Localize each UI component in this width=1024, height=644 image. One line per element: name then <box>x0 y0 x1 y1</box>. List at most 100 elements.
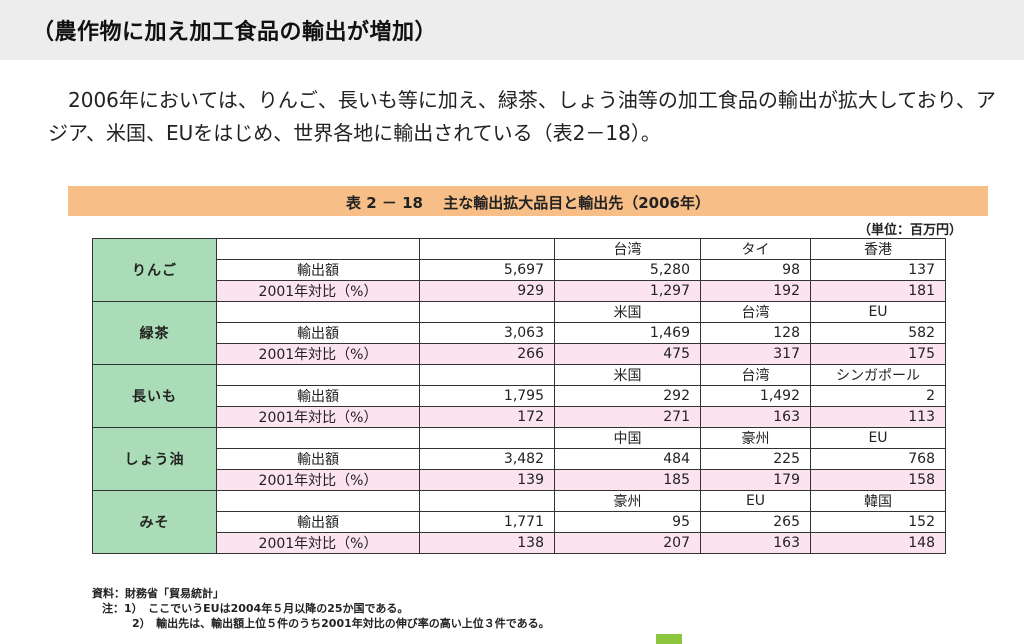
amount-value: 225 <box>700 448 811 470</box>
destination-row: しょう油 中国 豪州 EU <box>92 427 946 491</box>
ratio-row: 2001年対比（%） 929 1,297 192 181 <box>93 280 946 302</box>
destination-cell: EU <box>700 490 811 512</box>
destination-cell: EU <box>810 427 946 449</box>
amount-value: 3,482 <box>419 448 555 470</box>
unit-label: （単位：百万円） <box>857 223 962 238</box>
notes: 資料：財務省「貿易統計」 注：1） ここでいうEUは2004年５月以降の25か国… <box>92 586 550 631</box>
amount-row: 輸出額 3,063 1,469 128 582 <box>93 322 946 344</box>
destination-cell: 中国 <box>554 427 701 449</box>
amount-label: 輸出額 <box>216 322 420 344</box>
amount-value: 128 <box>700 322 811 344</box>
ratio-row: 2001年対比（%） 172 271 163 113 <box>93 406 946 428</box>
ratio-value: 207 <box>554 532 701 554</box>
ratio-value: 163 <box>700 406 811 428</box>
ratio-value: 175 <box>810 343 946 365</box>
product-name: りんご <box>92 238 217 302</box>
destination-cell: 韓国 <box>810 490 946 512</box>
section-heading: （農作物に加え加工食品の輸出が増加） <box>32 20 438 45</box>
export-table-body: りんご 台湾 タイ 香港 輸出額 5,697 5,280 98 137 2001年対比（%） 929… <box>92 238 946 554</box>
empty-cell <box>419 364 555 386</box>
ratio-value: 271 <box>554 406 701 428</box>
ratio-row: 2001年対比（%） 139 185 179 158 <box>93 469 946 491</box>
ratio-value: 163 <box>700 532 811 554</box>
ratio-value: 929 <box>419 280 555 302</box>
ratio-row: 2001年対比（%） 138 207 163 148 <box>93 532 946 554</box>
source-note: 資料：財務省「貿易統計」 <box>92 587 224 600</box>
body-paragraph: 2006年においては、りんご、長いも等に加え、緑茶、しょう油等の加工食品の輸出が… <box>48 88 996 145</box>
empty-cell <box>419 238 555 260</box>
amount-label: 輸出額 <box>216 448 420 470</box>
destination-row: りんご 台湾 タイ 香港 <box>92 238 946 302</box>
amount-value: 98 <box>700 259 811 281</box>
amount-value: 1,795 <box>419 385 555 407</box>
amount-value: 484 <box>554 448 701 470</box>
ratio-value: 317 <box>700 343 811 365</box>
amount-value: 2 <box>810 385 946 407</box>
ratio-label: 2001年対比（%） <box>216 280 420 302</box>
amount-value: 292 <box>554 385 701 407</box>
destination-cell: 台湾 <box>700 301 811 323</box>
heading-bar: （農作物に加え加工食品の輸出が増加） <box>0 0 1024 60</box>
amount-value: 265 <box>700 511 811 533</box>
destination-row: みそ 豪州 EU 韓国 <box>92 490 946 554</box>
note-2: 2） 輸出先は、輸出額上位５件のうち2001年対比の伸び率の高い上位３件である。 <box>132 617 550 630</box>
ratio-value: 475 <box>554 343 701 365</box>
product-name: 長いも <box>92 364 217 428</box>
destination-cell: 香港 <box>810 238 946 260</box>
ratio-value: 138 <box>419 532 555 554</box>
destination-cell: 豪州 <box>700 427 811 449</box>
ratio-value: 266 <box>419 343 555 365</box>
ratio-row: 2001年対比（%） 266 475 317 175 <box>93 343 946 365</box>
amount-row: 輸出額 1,771 95 265 152 <box>93 511 946 533</box>
amount-row: 輸出額 1,795 292 1,492 2 <box>93 385 946 407</box>
amount-row: 輸出額 3,482 484 225 768 <box>93 448 946 470</box>
amount-value: 768 <box>810 448 946 470</box>
ratio-label: 2001年対比（%） <box>216 469 420 491</box>
amount-label: 輸出額 <box>216 259 420 281</box>
empty-cell <box>216 427 420 449</box>
ratio-value: 192 <box>700 280 811 302</box>
destination-cell: タイ <box>700 238 811 260</box>
amount-value: 1,771 <box>419 511 555 533</box>
destination-cell: 米国 <box>554 301 701 323</box>
amount-row: 輸出額 5,697 5,280 98 137 <box>93 259 946 281</box>
ratio-label: 2001年対比（%） <box>216 406 420 428</box>
ratio-value: 113 <box>810 406 946 428</box>
empty-cell <box>419 427 555 449</box>
green-marker <box>656 634 682 644</box>
amount-value: 3,063 <box>419 322 555 344</box>
destination-cell: 米国 <box>554 364 701 386</box>
amount-label: 輸出額 <box>216 511 420 533</box>
amount-value: 1,492 <box>700 385 811 407</box>
empty-cell <box>216 364 420 386</box>
amount-value: 582 <box>810 322 946 344</box>
empty-cell <box>216 490 420 512</box>
product-name: みそ <box>92 490 217 554</box>
empty-cell <box>216 301 420 323</box>
amount-value: 137 <box>810 259 946 281</box>
ratio-value: 179 <box>700 469 811 491</box>
ratio-value: 181 <box>810 280 946 302</box>
destination-cell: 豪州 <box>554 490 701 512</box>
ratio-value: 139 <box>419 469 555 491</box>
product-name: 緑茶 <box>92 301 217 365</box>
empty-cell <box>216 238 420 260</box>
destination-cell: 台湾 <box>554 238 701 260</box>
amount-value: 152 <box>810 511 946 533</box>
destination-cell: シンガポール <box>810 364 946 386</box>
destination-cell: EU <box>810 301 946 323</box>
ratio-value: 158 <box>810 469 946 491</box>
amount-value: 5,697 <box>419 259 555 281</box>
amount-label: 輸出額 <box>216 385 420 407</box>
ratio-value: 185 <box>554 469 701 491</box>
empty-cell <box>419 490 555 512</box>
ratio-label: 2001年対比（%） <box>216 532 420 554</box>
ratio-value: 172 <box>419 406 555 428</box>
amount-value: 95 <box>554 511 701 533</box>
table-title: 表 2 － 18 主な輸出拡大品目と輸出先（2006年） <box>346 194 710 212</box>
destination-cell: 台湾 <box>700 364 811 386</box>
ratio-value: 148 <box>810 532 946 554</box>
ratio-label: 2001年対比（%） <box>216 343 420 365</box>
note-1: 注：1） ここでいうEUは2004年５月以降の25か国である。 <box>102 602 409 615</box>
amount-value: 5,280 <box>554 259 701 281</box>
